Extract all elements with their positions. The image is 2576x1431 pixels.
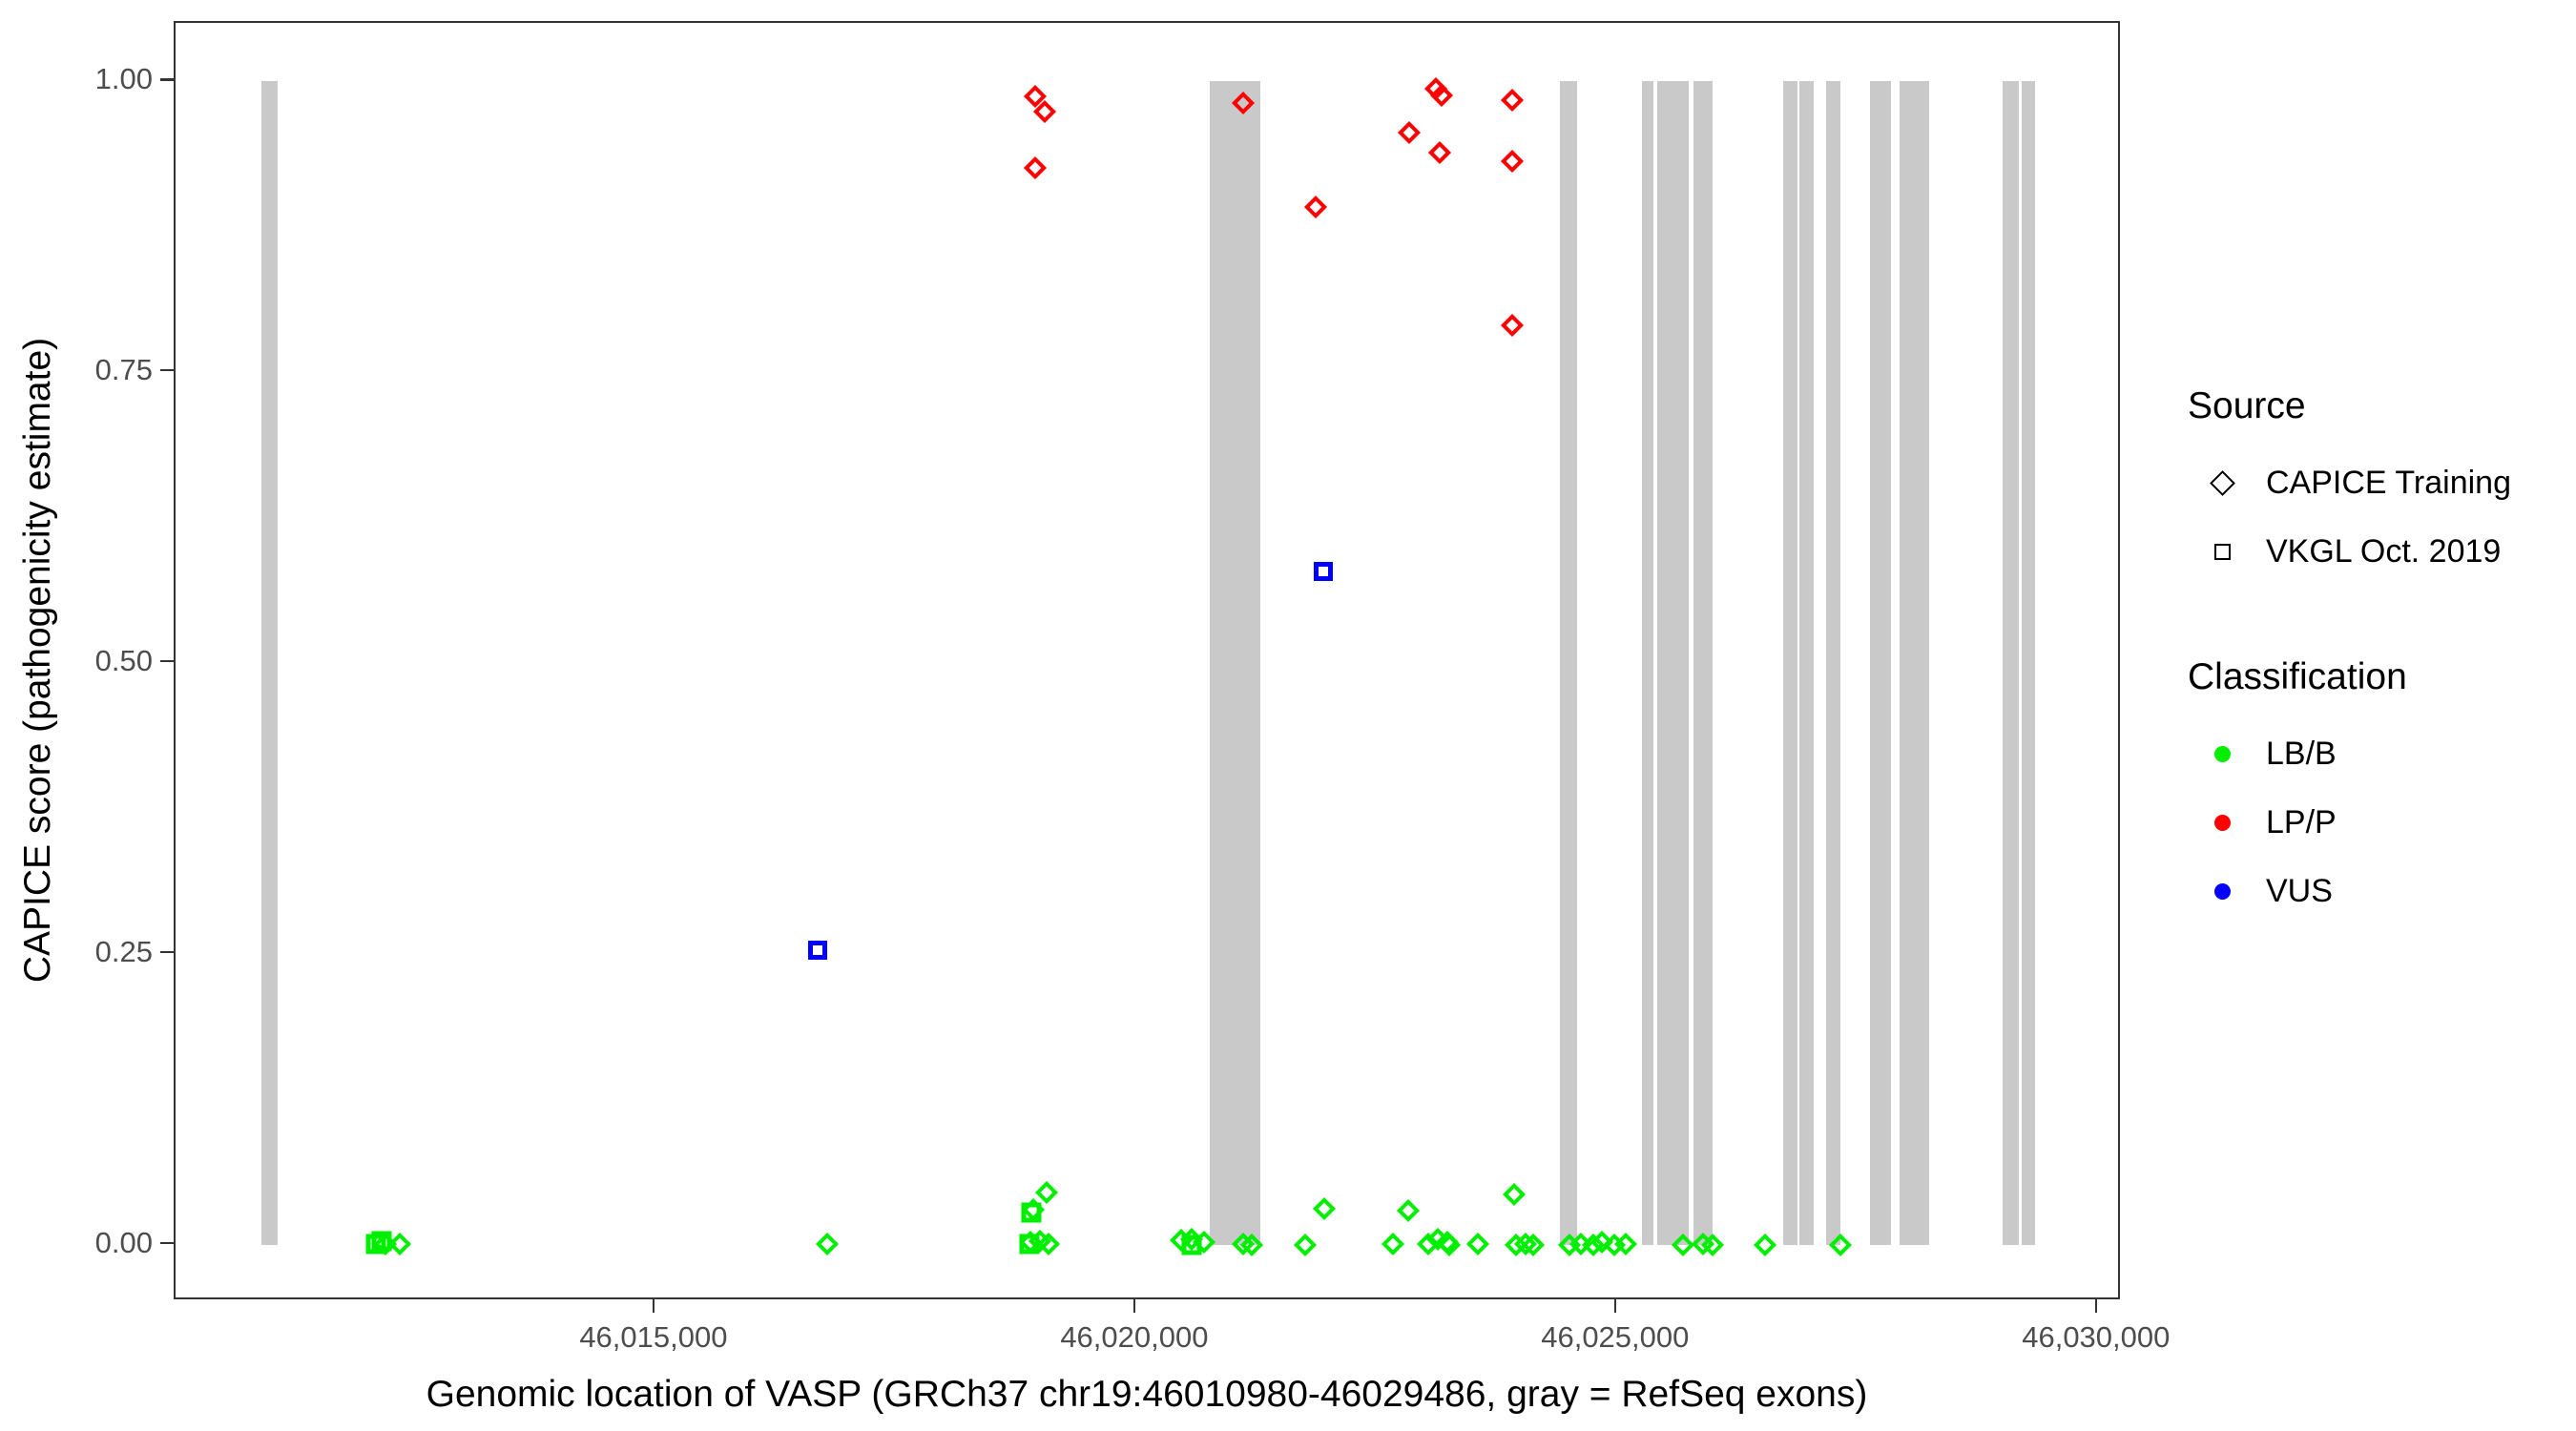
data-point-lpp xyxy=(1428,140,1452,164)
legend-item-label: LB/B xyxy=(2266,735,2337,772)
refseq-exon-bar xyxy=(1782,81,1797,1245)
data-point-lbb xyxy=(1293,1233,1318,1256)
refseq-exon-bar xyxy=(1560,81,1577,1245)
refseq-exon-bar xyxy=(1900,81,1929,1245)
y-tick-label: 0.00 xyxy=(94,1225,153,1259)
plot-panel xyxy=(174,21,2120,1299)
y-tick-mark xyxy=(160,78,174,81)
refseq-exon-bar xyxy=(1209,81,1260,1245)
y-tick-mark xyxy=(160,950,174,954)
refseq-exon-bar xyxy=(260,81,278,1245)
y-tick-mark xyxy=(160,659,174,663)
legend-classification: Classification LB/B LP/P VUS xyxy=(2188,656,2407,925)
x-tick-label: 46,020,000 xyxy=(1060,1320,1209,1354)
x-axis-title: Genomic location of VASP (GRCh37 chr19:4… xyxy=(426,1374,1868,1415)
legend-item-capice-training: CAPICE Training xyxy=(2188,448,2511,517)
legend-item-label: LP/P xyxy=(2266,803,2337,840)
legend-classification-title: Classification xyxy=(2188,656,2407,697)
data-point-lpp xyxy=(1500,150,1524,174)
y-tick-label: 0.75 xyxy=(94,353,153,387)
y-tick-mark xyxy=(160,1241,174,1244)
x-tick-label: 46,015,000 xyxy=(579,1320,728,1354)
red-dot-icon xyxy=(2213,814,2231,831)
y-axis-title: CAPICE score (pathogenicity estimate) xyxy=(17,337,58,984)
square-key-icon xyxy=(2213,543,2231,560)
data-point-lbb xyxy=(1465,1232,1489,1255)
data-point-lbb xyxy=(1181,1234,1202,1255)
y-tick-label: 0.50 xyxy=(94,644,153,677)
y-tick-label: 0.25 xyxy=(94,934,153,968)
legend-item-vus: VUS xyxy=(2188,857,2407,925)
legend-item-label: VKGL Oct. 2019 xyxy=(2266,532,2502,570)
refseq-exon-bar xyxy=(1870,81,1891,1245)
refseq-exon-bar xyxy=(1656,81,1689,1245)
data-point-lpp xyxy=(1397,120,1421,144)
x-tick-label: 46,030,000 xyxy=(2022,1320,2171,1354)
x-tick-mark xyxy=(652,1299,655,1313)
legend-source: Source CAPICE Training VKGL Oct. 2019 xyxy=(2188,385,2511,586)
legend-item-label: VUS xyxy=(2266,872,2333,909)
legend-item-label: CAPICE Training xyxy=(2266,464,2511,501)
data-point-lbb xyxy=(1312,1196,1336,1220)
refseq-exon-bar xyxy=(1799,81,1815,1245)
data-point-lbb xyxy=(815,1232,840,1255)
refseq-exon-bar xyxy=(1693,81,1713,1245)
x-tick-mark xyxy=(2094,1299,2098,1313)
data-point-lpp xyxy=(1500,88,1524,112)
data-point-lbb xyxy=(1019,1234,1040,1254)
data-point-lpp xyxy=(1303,195,1327,218)
x-tick-label: 46,025,000 xyxy=(1541,1320,1690,1354)
blue-dot-icon xyxy=(2213,882,2231,900)
data-point-lbb xyxy=(1034,1180,1059,1204)
legend-item-vkgl: VKGL Oct. 2019 xyxy=(2188,517,2511,586)
data-point-vus xyxy=(807,941,827,961)
data-point-lbb xyxy=(1021,1202,1042,1223)
data-point-vus xyxy=(1313,561,1333,581)
data-point-lpp xyxy=(1500,314,1524,338)
refseq-exon-bar xyxy=(2003,81,2020,1245)
data-point-lbb xyxy=(371,1231,392,1252)
refseq-exon-bar xyxy=(2022,81,2036,1245)
data-point-lbb xyxy=(1754,1233,1777,1256)
data-point-lbb xyxy=(1502,1183,1527,1207)
y-tick-mark xyxy=(160,368,174,372)
legend-source-title: Source xyxy=(2188,385,2306,426)
green-dot-icon xyxy=(2213,745,2231,762)
data-point-lbb xyxy=(1397,1199,1421,1223)
refseq-exon-bar xyxy=(1825,81,1840,1245)
x-tick-mark xyxy=(1132,1299,1136,1313)
legend-item-lbb: LB/B xyxy=(2188,719,2407,788)
legend-item-lpp: LP/P xyxy=(2188,788,2407,857)
x-tick-mark xyxy=(1613,1299,1617,1313)
data-point-lpp xyxy=(1023,156,1047,179)
refseq-exon-bar xyxy=(1641,81,1653,1245)
data-point-lbb xyxy=(1381,1232,1405,1255)
diamond-key-icon xyxy=(2209,469,2235,496)
y-tick-label: 1.00 xyxy=(94,62,153,96)
